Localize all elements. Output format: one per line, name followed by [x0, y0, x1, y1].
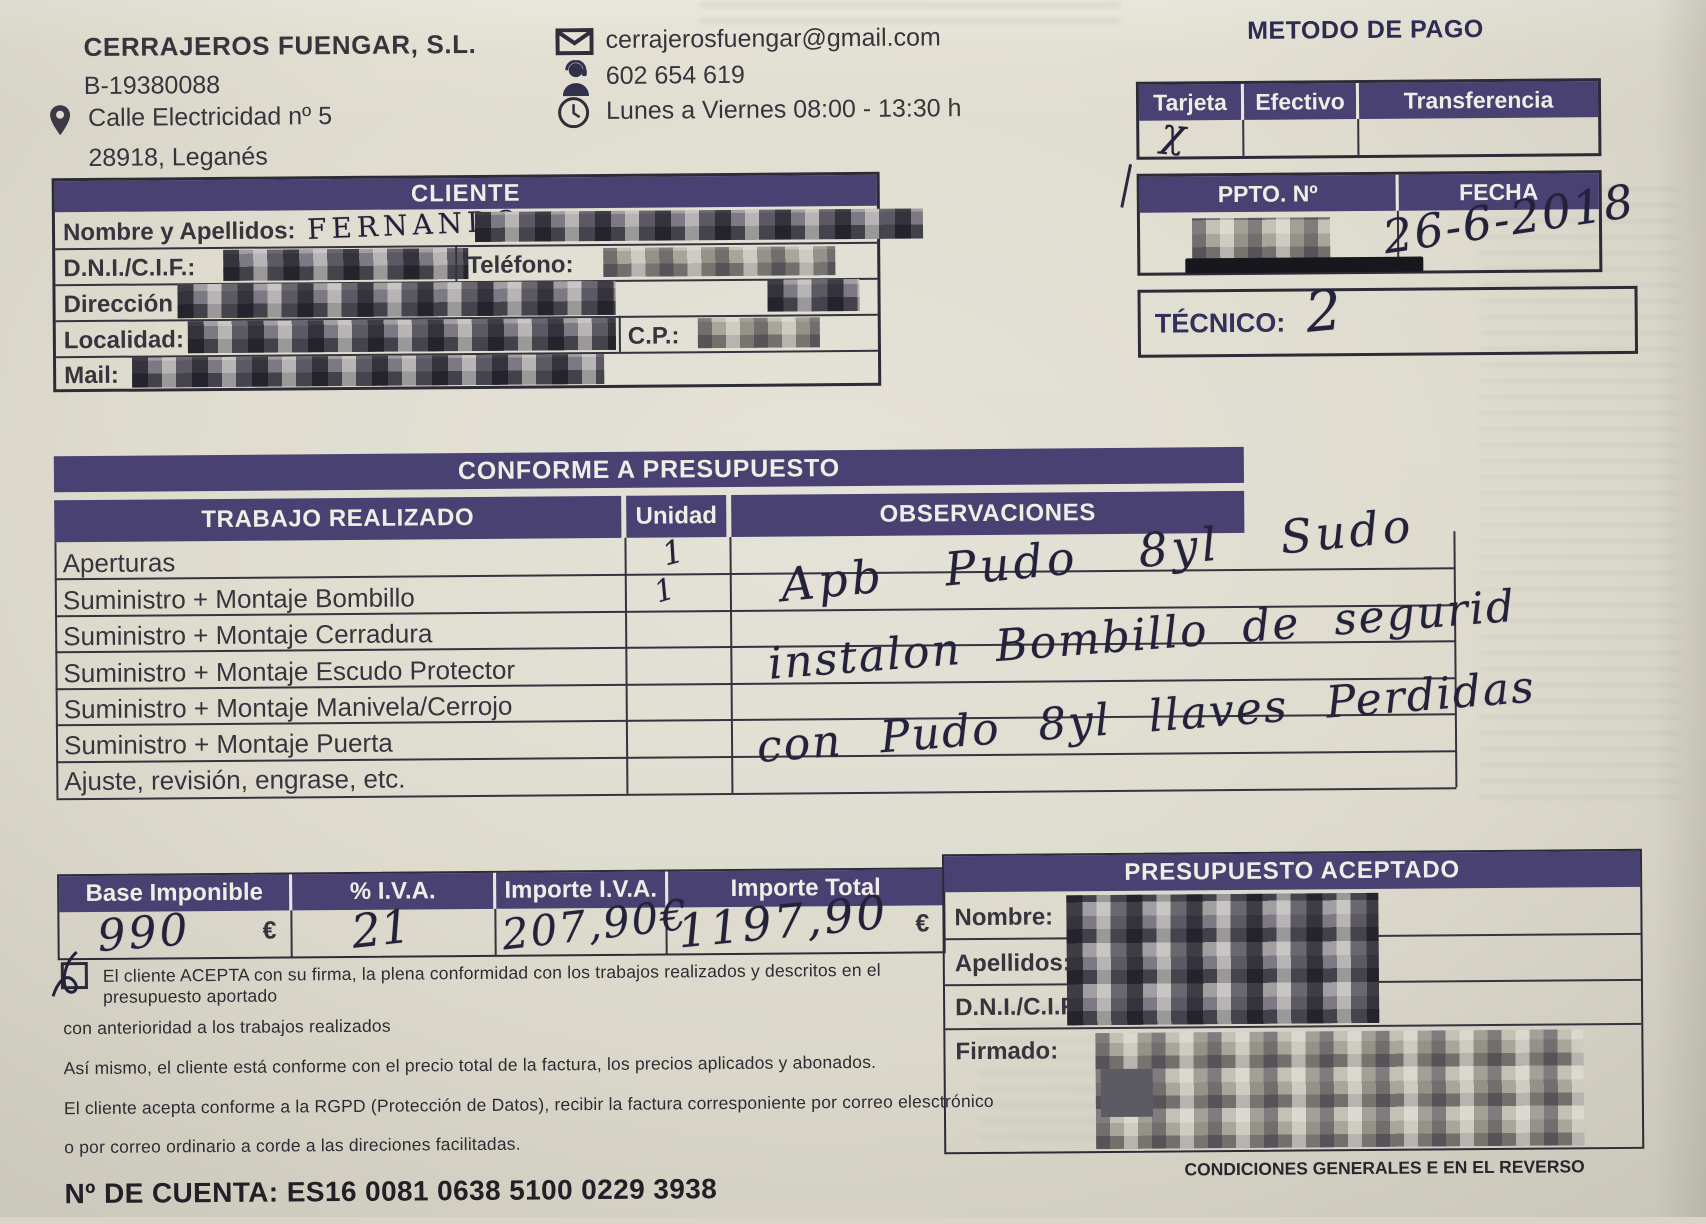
company-address-line2: 28918, Leganés: [88, 142, 268, 172]
trabajo-row: Suministro + Montaje Bombillo: [62, 582, 415, 616]
company-address-line1: Calle Electricidad nº 5: [88, 102, 333, 132]
trabajo-row: Suministro + Montaje Puerta: [63, 727, 393, 761]
tecnico-handwritten-value: 2: [1302, 277, 1345, 346]
aceptado-nombre-label: Nombre:: [954, 903, 1054, 932]
cp-label: C.P.:: [627, 322, 680, 350]
condiciones-note: CONDICIONES GENERALES E EN EL REVERSO: [1184, 1156, 1585, 1180]
trabajo-row: Suministro + Montaje Manivela/Cerrojo: [63, 690, 513, 725]
presupuesto-aceptado-header: PRESUPUESTO ACEPTADO: [943, 850, 1641, 893]
base-imponible-handwritten: 990: [95, 904, 193, 963]
nombre-redacted: [474, 208, 924, 242]
company-phone: 602 654 619: [605, 60, 745, 90]
trabajo-row: Ajuste, revisión, engrase, etc.: [64, 763, 406, 797]
payment-method-title: METODO DE PAGO: [1247, 15, 1484, 45]
nombre-apellidos-label: Nombre y Apellidos:: [62, 217, 296, 247]
acceptance-check-mark: [47, 948, 95, 1000]
totales-table: Base Imponible % I.V.A. Importe I.V.A. I…: [57, 867, 946, 963]
conforme-title-bar: CONFORME A PRESUPUESTO: [53, 446, 1245, 493]
mail-redacted: [132, 353, 605, 388]
envelope-icon: [555, 28, 594, 56]
payment-method-table: Tarjeta Efectivo Transferencia χ: [1135, 78, 1602, 160]
payment-selected-mark: χ: [1159, 109, 1188, 158]
legal-line-1: El cliente ACEPTA con su firma, la plena…: [102, 959, 881, 1007]
company-name: CERRAJEROS FUENGAR, S.L.: [83, 28, 477, 63]
ppto-fecha-table: PPTO. Nº FECHA 26-6-2018: [1136, 170, 1639, 276]
company-cif: B-19380088: [83, 70, 221, 101]
company-email: cerrajerosfuengar@gmail.com: [605, 23, 941, 54]
unidad-mark: 1: [650, 571, 679, 611]
payment-header-transferencia: Transferencia: [1358, 81, 1599, 120]
tecnico-box: TÉCNICO: 2: [1137, 278, 1639, 358]
unidad-mark: 1: [658, 531, 688, 574]
direccion-redacted: [177, 280, 616, 319]
euro-symbol-total: €: [915, 909, 930, 938]
account-number: Nº DE CUENTA: ES16 0081 0638 5100 0229 3…: [64, 1173, 718, 1210]
direccion-label: Dirección: [63, 290, 174, 319]
localidad-redacted: [187, 317, 616, 354]
company-hours: Lunes a Viernes 08:00 - 13:30 h: [605, 94, 962, 125]
trabajo-row: Suministro + Montaje Cerradura: [63, 618, 433, 652]
legal-line-3: Así mismo, el cliente está conforme con …: [63, 1051, 877, 1079]
aceptado-apellidos-label: Apellidos:: [954, 949, 1071, 978]
cliente-box: CLIENTE Nombre y Apellidos: FERNANDO D.N…: [51, 171, 924, 393]
legal-line-4: El cliente acepta conforme a la RGPD (Pr…: [63, 1090, 994, 1119]
trabajo-row: Aperturas: [62, 547, 176, 579]
legal-line-5: o por correo ordinario a corde a las dir…: [64, 1133, 521, 1158]
tecnico-label: TÉCNICO:: [1154, 307, 1286, 339]
direccion-redacted-2: [767, 278, 860, 312]
telefono-label: Teléfono:: [467, 251, 574, 280]
mail-label: Mail:: [64, 361, 119, 390]
legal-line-2: con anterioridad a los trabajos realizad…: [63, 1015, 391, 1039]
dni-label: D.N.I./C.I.F.:: [63, 254, 196, 283]
headset-agent-icon: [559, 60, 593, 97]
euro-symbol-base: €: [262, 916, 277, 945]
presupuesto-aceptado-box: PRESUPUESTO ACEPTADO Nombre: Apellidos: …: [941, 848, 1645, 1155]
payment-header-tarjeta: Tarjeta: [1138, 83, 1242, 121]
firmado-redaction-block: [1100, 1068, 1154, 1118]
aceptado-identity-redacted: [1066, 892, 1380, 1026]
clock-icon: [557, 96, 590, 129]
telefono-redacted: [603, 246, 836, 277]
iva-pct-handwritten: 21: [348, 898, 413, 959]
firmado-signature-redacted: [1095, 1029, 1585, 1150]
ppto-number-header: PPTO. Nº: [1139, 174, 1396, 213]
col-header-trabajo: TRABAJO REALIZADO: [54, 495, 622, 543]
paper-edge-shadow: [1654, 0, 1706, 1217]
cp-redacted: [697, 317, 820, 349]
localidad-label: Localidad:: [63, 326, 184, 355]
location-pin-icon: [48, 104, 72, 136]
payment-header-efectivo: Efectivo: [1243, 83, 1357, 120]
trabajo-row: Suministro + Montaje Escudo Protector: [63, 654, 516, 689]
stray-pen-stroke: [1120, 163, 1133, 208]
aceptado-firmado-label: Firmado:: [955, 1037, 1059, 1066]
trabajo-table: TRABAJO REALIZADO Unidad OBSERVACIONES A…: [54, 489, 1537, 801]
ppto-number-redacted: [1191, 217, 1331, 261]
dni-redacted: [223, 248, 469, 281]
